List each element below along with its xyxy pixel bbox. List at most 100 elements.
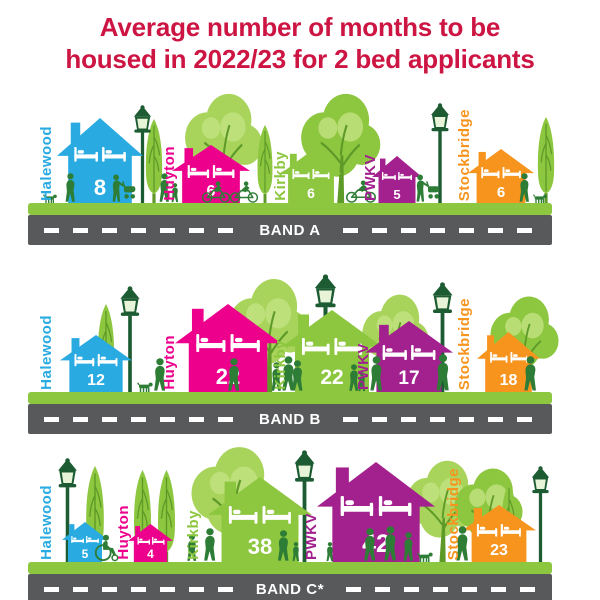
person-silhouette: [356, 372, 368, 392]
road-dashes-left: [44, 586, 234, 592]
house-huyton: 4: [128, 524, 173, 562]
band-label: BAND C*: [255, 580, 325, 598]
bed-icon: [71, 535, 99, 544]
bed-icon: [74, 354, 118, 367]
house-pwkv: 5: [372, 156, 422, 203]
bed-icon: [302, 337, 362, 355]
area-label-pwkv: PWKV: [362, 154, 379, 201]
chart-title: Average number of months to be housed in …: [0, 12, 600, 75]
person-silhouette: [432, 354, 454, 392]
area-label-halewood: Halewood: [38, 485, 55, 560]
person-silhouette: [274, 530, 293, 562]
cyclist-silhouette: [200, 181, 232, 203]
band-label: BAND A: [259, 221, 321, 239]
house-pwkv: 42: [317, 462, 435, 562]
lamp-post: [116, 286, 144, 392]
bed-icon: [382, 171, 412, 181]
band-scene: 5 4 38 42 23 Halewood Huyton Kirkby PWKV Stockbri…: [28, 440, 552, 562]
road: BAND C*: [28, 574, 552, 600]
house-stockbridge: 6: [468, 149, 534, 203]
person-silhouette: [324, 542, 336, 562]
band-section-2: 12 22 22 17 18 Halewood Huyton Kirkby PWKV Stockb…: [28, 270, 559, 434]
house-value: 12: [87, 372, 105, 389]
person-silhouette: [224, 358, 244, 392]
pram-silhouette: [110, 173, 138, 203]
tree: [296, 91, 382, 203]
person-silhouette: [516, 173, 533, 203]
wheelchair-silhouette: [92, 534, 120, 562]
house-value: 38: [247, 534, 273, 559]
house-value: 22: [320, 366, 344, 389]
cyclist-silhouette: [228, 181, 260, 203]
chart-title-line1: Average number of months to be: [99, 12, 501, 42]
person-silhouette: [150, 358, 170, 392]
person-silhouette: [360, 528, 380, 562]
area-label-stockbridge: Stockbridge: [445, 467, 462, 560]
house-value: 23: [490, 542, 508, 559]
bed-icon: [187, 164, 235, 178]
dog-silhouette: [532, 194, 548, 203]
grass-strip: [28, 203, 552, 215]
lamp-post: [528, 466, 553, 562]
person-silhouette: [268, 362, 285, 392]
bed-icon: [196, 333, 260, 352]
house-value: 17: [398, 368, 420, 389]
cyclist-silhouette: [344, 180, 378, 203]
lamp-post: [290, 450, 319, 562]
person-silhouette: [520, 356, 541, 392]
area-label-pwkv: PWKV: [355, 343, 372, 390]
house-value: 4: [147, 547, 154, 561]
area-label-huyton: Huyton: [161, 146, 178, 201]
house-stockbridge: 18: [477, 332, 540, 392]
house-pwkv: 17: [365, 321, 453, 392]
area-label-pwkv: PWKV: [303, 513, 320, 560]
area-label-huyton: Huyton: [115, 505, 132, 560]
bed-icon: [489, 352, 528, 364]
lamp-post: [427, 103, 453, 203]
road-dashes-right: [342, 227, 536, 233]
house-halewood: 12: [60, 335, 132, 392]
person-silhouette: [346, 364, 362, 392]
tree: [254, 125, 276, 203]
grass-strip: [28, 392, 552, 404]
area-label-stockbridge: Stockbridge: [456, 108, 473, 201]
house-value: 6: [206, 183, 216, 200]
person-silhouette: [62, 173, 79, 203]
house-value: 18: [499, 372, 518, 389]
area-label-halewood: Halewood: [38, 126, 55, 201]
band-scene: 8 6 6 5 6 Halewood Huyton Kirkby PWKV Stockbridge: [28, 91, 555, 203]
person-silhouette: [290, 542, 302, 562]
bed-icon: [340, 496, 412, 517]
dog-silhouette: [416, 552, 434, 562]
person-silhouette: [184, 534, 200, 562]
bed-icon: [292, 168, 330, 180]
lamp-post: [130, 105, 155, 203]
area-label-huyton: Huyton: [161, 335, 178, 390]
bed-icon: [228, 505, 292, 524]
person-silhouette: [278, 356, 299, 392]
house-value: 5: [81, 547, 89, 561]
person-silhouette: [400, 532, 417, 562]
person-silhouette: [169, 183, 181, 203]
road-dashes-right: [346, 586, 536, 592]
house-huyton: 6: [172, 145, 250, 203]
band-scene: 12 22 22 17 18 Halewood Huyton Kirkby PWKV Stockb…: [28, 270, 559, 392]
house-stockbridge: 23: [462, 505, 536, 562]
bed-icon: [74, 146, 126, 162]
band-label: BAND B: [259, 410, 321, 428]
road-dashes-right: [342, 416, 536, 422]
house-halewood: 8: [57, 118, 143, 203]
dog-silhouette: [136, 382, 154, 392]
house-kirkby: 22: [282, 310, 382, 392]
house-value: 6: [496, 184, 506, 201]
chart-title-line2: housed in 2022/23 for 2 bed applicants: [65, 43, 535, 74]
house-value: 5: [393, 187, 401, 202]
house-kirkby: 6: [280, 151, 342, 203]
grass-strip: [28, 562, 552, 574]
tree: [534, 117, 558, 203]
lamp-post: [54, 458, 81, 562]
area-label-stockbridge: Stockbridge: [456, 297, 473, 390]
road-dashes-left: [44, 227, 238, 233]
tree: [142, 119, 166, 203]
